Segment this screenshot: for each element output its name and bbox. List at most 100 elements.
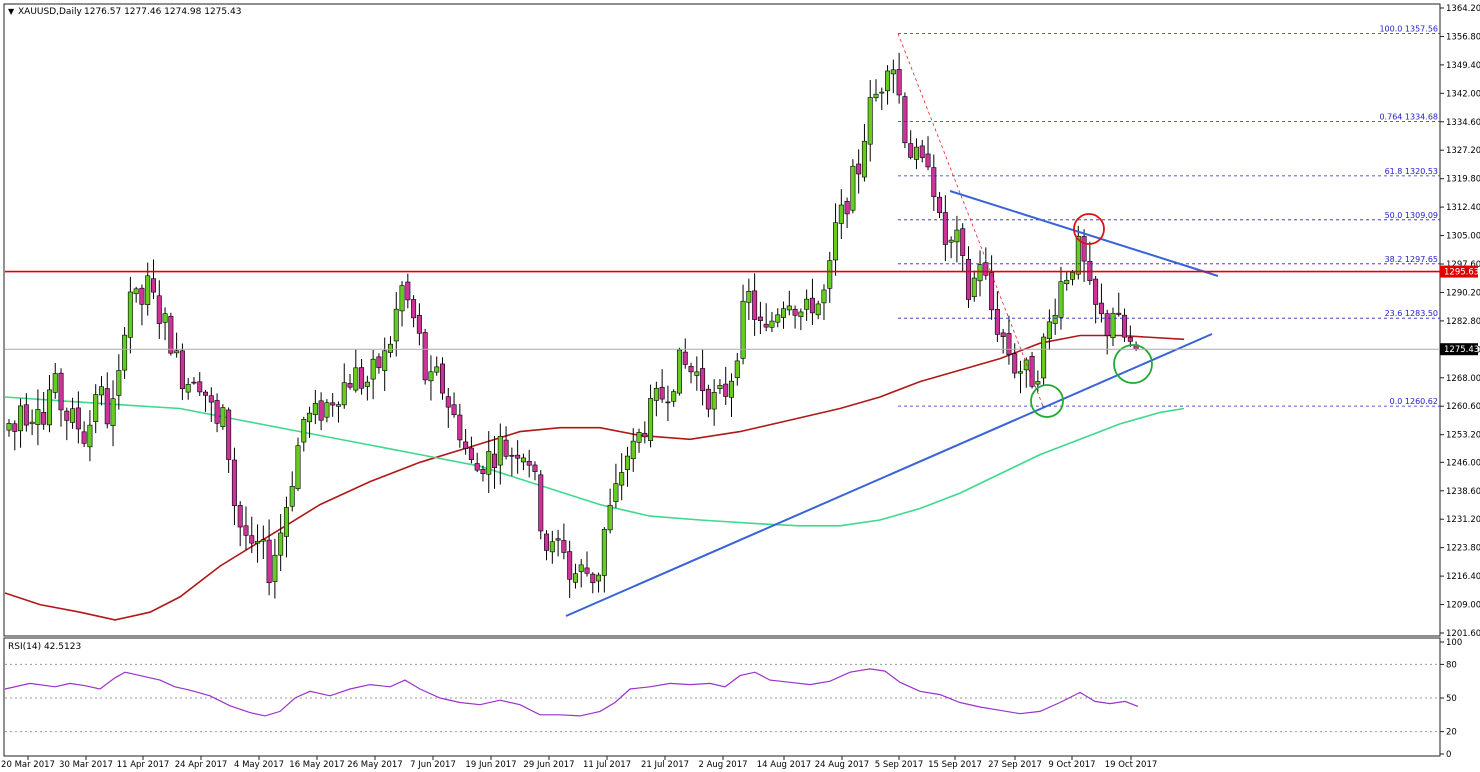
- candle-body-bearish: [902, 96, 908, 144]
- candle-body-bullish: [827, 260, 833, 289]
- price-markers: 1295.63 1275.43: [5, 265, 1479, 356]
- support-test-circle: [1030, 384, 1064, 418]
- candle-body-bullish: [838, 204, 844, 224]
- candle-body-bullish: [1064, 279, 1070, 285]
- date-tick-label: 11 Jul 2017: [583, 760, 631, 770]
- candle-body-bullish: [428, 371, 434, 382]
- price-tick-label: 1342.00: [1446, 89, 1480, 99]
- candle-body-bullish: [6, 423, 12, 431]
- candle-body-bullish: [133, 288, 139, 295]
- date-tick-label: 19 Jun 2017: [465, 760, 516, 770]
- candle-body-bullish: [46, 389, 52, 426]
- resistance-test-circle: [1073, 213, 1105, 245]
- candle-body-bearish: [151, 278, 157, 293]
- candle-body-bearish: [538, 474, 544, 532]
- candle-body-bullish: [312, 403, 318, 415]
- price-tick-label: 1334.60: [1446, 118, 1480, 128]
- candle-body-bullish: [890, 69, 896, 75]
- price-tick-label: 1231.20: [1446, 515, 1480, 525]
- candle-body-bearish: [474, 463, 480, 471]
- candle-body-bullish: [434, 366, 440, 373]
- gridlines: [5, 663, 1439, 733]
- symbol-arrow-icon[interactable]: ▼: [8, 7, 15, 16]
- candle-body-bullish: [601, 529, 607, 576]
- date-axis: 20 Mar 2017 30 Mar 2017 11 Apr 2017 24 Apr …: [1, 756, 1157, 770]
- candle-body-bearish: [468, 447, 474, 460]
- candle-body-bearish: [705, 388, 711, 410]
- candle-body-bearish: [231, 459, 237, 506]
- rsi-tick-label: 100: [1446, 638, 1462, 648]
- candle-body-bullish: [52, 373, 58, 393]
- price-tick-label: 1246.00: [1446, 458, 1480, 468]
- candle-body-bullish: [341, 382, 347, 406]
- price-tick-label: 1356.80: [1446, 32, 1480, 42]
- candle-body-bearish: [1122, 314, 1128, 338]
- candle-body-bullish: [335, 404, 341, 407]
- candle-body-bearish: [752, 290, 758, 320]
- symbol-label: XAUUSD,Daily: [18, 7, 82, 17]
- candle-body-bullish: [775, 314, 781, 323]
- candle-body-bullish: [781, 308, 787, 318]
- price-tick-label: 1349.40: [1446, 61, 1480, 71]
- candle-body-bearish: [139, 287, 145, 305]
- candle-body-bullish: [913, 146, 919, 160]
- candle-body-bearish: [237, 505, 243, 528]
- candle-body-bullish: [624, 455, 630, 470]
- candle-body-bearish: [908, 143, 914, 158]
- falling-trendline: [949, 190, 1219, 277]
- candle-body-bullish: [283, 507, 289, 537]
- date-tick-label: 24 Apr 2017: [175, 760, 228, 770]
- candle-body-bullish: [29, 421, 35, 425]
- rsi-panel: [4, 668, 1139, 717]
- rsi-label: RSI(14) 42.5123: [8, 642, 81, 652]
- candle-body-bearish: [942, 212, 948, 245]
- candle-body-bearish: [416, 315, 422, 334]
- date-tick-label: 24 Aug 2017: [815, 760, 869, 770]
- candle-body-bearish: [197, 381, 203, 393]
- rsi-tick-label: 50: [1446, 694, 1457, 704]
- price-tick-label: 1223.80: [1446, 544, 1480, 554]
- candle-body-bullish: [948, 239, 954, 243]
- resistance-price-tag: [1440, 265, 1478, 278]
- candle-body-bullish: [873, 93, 879, 99]
- candle-body-bearish: [330, 402, 336, 406]
- candle-body-bearish: [700, 368, 706, 392]
- date-tick-label: 5 Sep 2017: [875, 760, 923, 770]
- price-tick-label: 1364.20: [1446, 4, 1480, 14]
- candle-body-bullish: [301, 419, 307, 443]
- candle-body-bullish: [110, 398, 116, 426]
- candle-body-bearish: [1098, 302, 1104, 315]
- candle-body-bullish: [740, 300, 746, 359]
- candle-body-bullish: [289, 486, 295, 507]
- candle-body-bearish: [208, 395, 214, 403]
- candle-body-bullish: [648, 398, 654, 441]
- fib-level-label: 23.6 1283.50: [1385, 309, 1438, 318]
- resistance-price-label: 1295.63: [1444, 268, 1479, 278]
- current-price-tag: [1440, 343, 1478, 356]
- candle-body-bullish: [18, 405, 24, 432]
- candle-body-bullish: [769, 320, 775, 328]
- candle-body-bullish: [833, 222, 839, 261]
- date-tick-label: 21 Jul 2017: [641, 760, 689, 770]
- fib-swing-line: [897, 33, 1044, 407]
- candle-body-bullish: [185, 384, 191, 393]
- moving-average-green: [4, 396, 1185, 527]
- candle-body-bullish: [295, 445, 301, 489]
- candle-body-bearish: [584, 567, 590, 574]
- candle-body-bearish: [965, 258, 971, 300]
- date-tick-label: 27 Sep 2017: [988, 760, 1042, 770]
- main-plot-frame: [3, 3, 1441, 637]
- fib-level-label: 50.0 1309.09: [1385, 211, 1438, 220]
- price-tick-label: 1209.00: [1446, 601, 1480, 611]
- candle-body-bearish: [896, 69, 902, 96]
- candle-body-bearish: [503, 439, 509, 457]
- candle-body-bullish: [387, 343, 393, 353]
- candle-body-bearish: [226, 409, 232, 460]
- candle-body-bullish: [977, 264, 983, 282]
- candle-body-bullish: [867, 97, 873, 145]
- annotation-circles: [1030, 213, 1153, 418]
- candle-body-bullish: [93, 394, 99, 422]
- date-tick-label: 16 May 2017: [289, 760, 344, 770]
- candle-body-bearish: [515, 454, 521, 459]
- candle-body-bullish: [324, 402, 330, 418]
